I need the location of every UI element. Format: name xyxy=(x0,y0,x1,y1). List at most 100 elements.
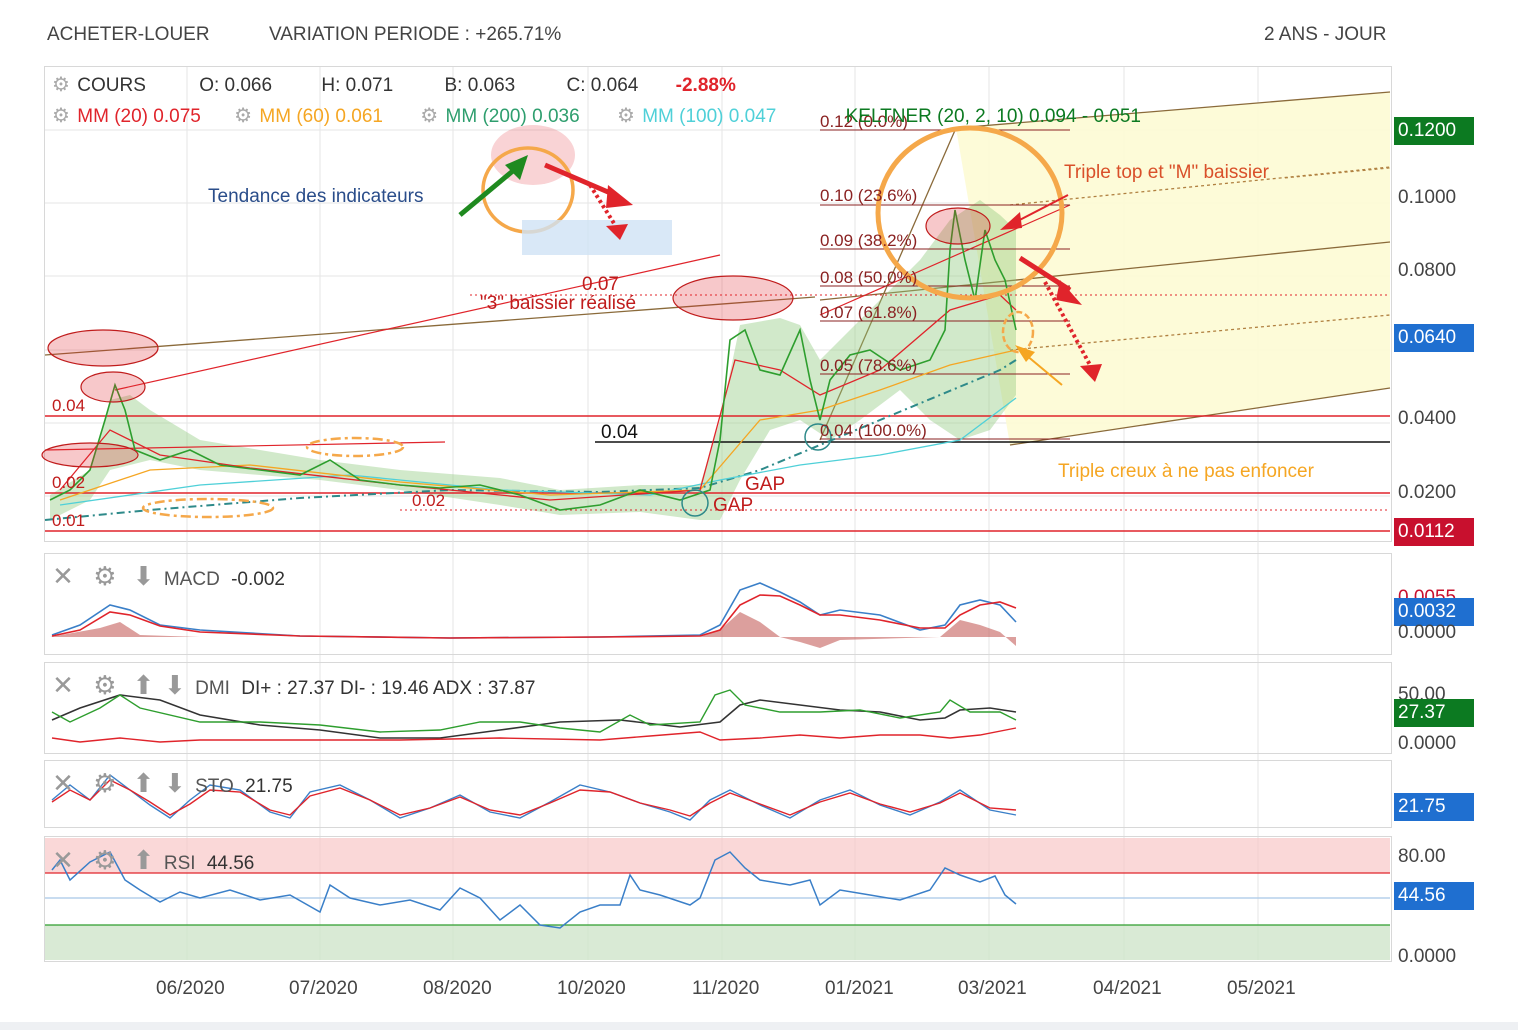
macd-toolbar: ✕ ⚙ ⬇ MACD -0.002 xyxy=(52,561,285,592)
sto-value: 21.75 xyxy=(245,776,293,797)
axis-01000: 0.1000 xyxy=(1398,187,1457,208)
dmi-panel xyxy=(44,662,1392,754)
x-label: 04/2021 xyxy=(1093,978,1162,999)
rsi-panel xyxy=(44,836,1392,962)
period-variation: VARIATION PERIODE : +265.71% xyxy=(269,24,562,45)
arrow-down-icon[interactable]: ⬇ xyxy=(132,561,155,591)
label-004-left: 0.04 xyxy=(52,396,85,415)
gap-label-1: GAP xyxy=(745,474,785,495)
mm60-value: 0.061 xyxy=(335,106,383,127)
rsi-toolbar: ✕ ⚙ ⬆ RSI 44.56 xyxy=(52,845,254,876)
fib-100: 0.04 (100.0%) xyxy=(820,421,927,440)
tag-high: 0.1200 xyxy=(1394,117,1474,145)
gear-icon[interactable]: ⚙ xyxy=(234,105,253,127)
macd-panel xyxy=(44,553,1392,655)
fib-500: 0.08 (50.0%) xyxy=(820,268,917,287)
x-label: 03/2021 xyxy=(958,978,1027,999)
x-label: 05/2021 xyxy=(1227,978,1296,999)
dmi-toolbar: ✕ ⚙ ⬆ ⬇ DMI DI+ : 27.37 DI- : 19.46 ADX … xyxy=(52,670,535,701)
macd-signal xyxy=(51,594,1017,639)
annotation-bearish3: "3" baissier réalisé xyxy=(480,293,636,314)
arrow-up-icon[interactable]: ⬆ xyxy=(132,845,155,875)
mm100-value: 0.047 xyxy=(728,106,777,127)
macd-tag: 0.0032 xyxy=(1394,598,1474,626)
dmi-value: DI+ : 27.37 DI- : 19.46 ADX : 37.87 xyxy=(241,678,536,699)
rsi-tag: 44.56 xyxy=(1394,882,1474,910)
x-label: 10/2020 xyxy=(557,978,626,999)
arrow-down-icon[interactable]: ⬇ xyxy=(163,670,186,700)
rsi-overbought-zone xyxy=(45,838,1390,873)
projection-channel xyxy=(956,92,1390,445)
symbol-title: ACHETER-LOUER xyxy=(47,24,210,45)
annotation-triple-top: Triple top et "M" baissier xyxy=(1064,162,1270,183)
cours-row: ⚙ COURS O: 0.066 H: 0.071 B: 0.063 C: 0.… xyxy=(50,72,736,97)
mm20-line xyxy=(59,294,1017,501)
tag-current: 0.0640 xyxy=(1394,324,1474,352)
mm60-label[interactable]: MM (60) xyxy=(259,106,331,127)
fib-382: 0.09 (38.2%) xyxy=(820,231,917,250)
macd-line xyxy=(51,582,1017,639)
price-line xyxy=(49,209,1017,511)
x-label: 01/2021 xyxy=(825,978,894,999)
macd-axis-zero: 0.0000 xyxy=(1398,622,1457,643)
tag-low: 0.0112 xyxy=(1394,518,1474,546)
axis-00200: 0.0200 xyxy=(1398,482,1457,503)
scroll-bar[interactable] xyxy=(0,1022,1518,1030)
orange-circle-top xyxy=(875,125,1065,301)
sto-panel xyxy=(44,760,1392,828)
cours-label: COURS xyxy=(77,75,146,96)
macd-value: -0.002 xyxy=(231,569,285,590)
gear-icon[interactable]: ⚙ xyxy=(93,670,117,700)
mm100-label[interactable]: MM (100) xyxy=(642,106,724,127)
sto-tag: 21.75 xyxy=(1394,793,1474,821)
label-001: 0.01 xyxy=(52,511,85,530)
rsi-axis-80: 80.00 xyxy=(1398,846,1446,867)
rsi-line xyxy=(51,851,1017,929)
gear-icon[interactable]: ⚙ xyxy=(93,845,117,875)
close-icon[interactable]: ✕ xyxy=(52,845,74,875)
label-004: 0.04 xyxy=(601,422,638,443)
dmi-label: DMI xyxy=(195,678,230,699)
gap-label-2: GAP xyxy=(713,495,753,516)
rsi-label: RSI xyxy=(163,853,196,874)
keltner-label[interactable]: KELTNER (20, 2, 10) xyxy=(845,106,1024,127)
arrow-down-icon[interactable]: ⬇ xyxy=(163,768,186,798)
gear-icon[interactable]: ⚙ xyxy=(420,105,439,127)
fib-618: 0.07 (61.8%) xyxy=(820,303,917,322)
mm20-label[interactable]: MM (20) xyxy=(77,106,149,127)
high-value: H: 0.071 xyxy=(321,75,394,96)
x-label: 11/2020 xyxy=(692,978,760,999)
gear-icon[interactable]: ⚙ xyxy=(93,768,117,798)
gear-icon[interactable]: ⚙ xyxy=(52,74,70,96)
arrow-up-icon[interactable]: ⬆ xyxy=(132,768,155,798)
close-icon[interactable]: ✕ xyxy=(52,768,74,798)
axis-00400: 0.0400 xyxy=(1398,408,1457,429)
close-value: C: 0.064 xyxy=(566,75,639,96)
close-icon[interactable]: ✕ xyxy=(52,561,74,591)
gear-icon[interactable]: ⚙ xyxy=(52,105,70,127)
close-icon[interactable]: ✕ xyxy=(52,670,74,700)
gear-icon[interactable]: ⚙ xyxy=(93,561,117,591)
mm200-label[interactable]: MM (200) xyxy=(445,106,527,127)
keltner-band xyxy=(50,200,1016,520)
x-label: 08/2020 xyxy=(423,978,492,999)
gear-icon[interactable]: ⚙ xyxy=(616,105,635,127)
fib-236: 0.10 (23.6%) xyxy=(820,186,917,205)
arrow-up-icon[interactable]: ⬆ xyxy=(132,670,155,700)
label-002-left: 0.02 xyxy=(52,473,85,492)
open-value: O: 0.066 xyxy=(199,75,273,96)
fib-0: 0.12 (0.0%) xyxy=(820,112,908,131)
sto-d xyxy=(51,779,1017,817)
period-selector[interactable]: 2 ANS - JOUR xyxy=(1264,24,1387,45)
rsi-value: 44.56 xyxy=(206,853,255,874)
dmi-minus xyxy=(51,727,1017,743)
mm200-line xyxy=(44,359,1017,521)
dmi-axis-zero: 0.0000 xyxy=(1398,733,1457,754)
low-value: B: 0.063 xyxy=(444,75,516,96)
dmi-tag: 27.37 xyxy=(1394,699,1474,727)
x-label: 07/2020 xyxy=(289,978,358,999)
sto-label: STO xyxy=(195,776,234,797)
mm20-value: 0.075 xyxy=(153,106,201,127)
rsi-axis-0: 0.0000 xyxy=(1398,946,1457,967)
